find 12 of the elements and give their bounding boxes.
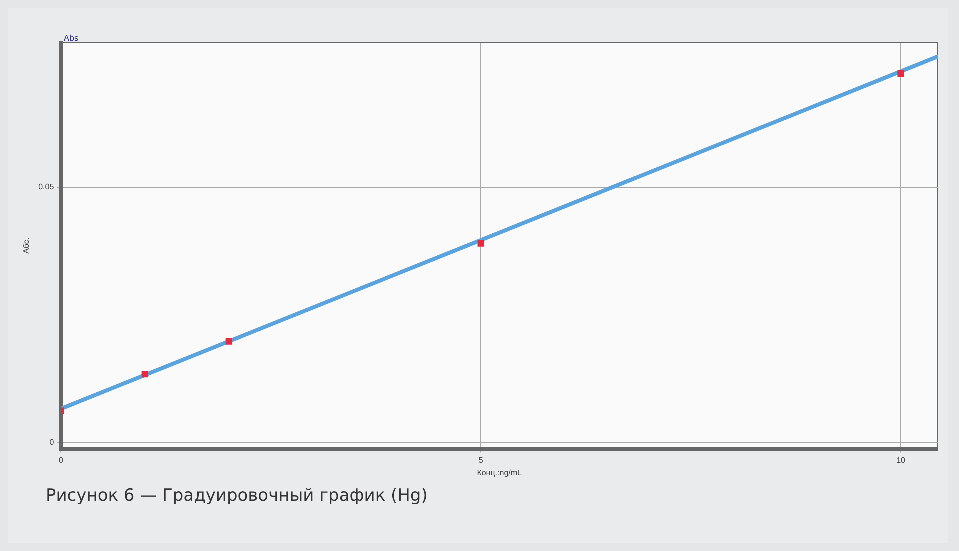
point xyxy=(478,240,484,247)
y-axis-title: Абс. xyxy=(22,238,32,254)
point xyxy=(226,338,232,345)
x-tick-label: 10 xyxy=(896,456,906,465)
point xyxy=(898,70,904,77)
y-tick-label: 0.05 xyxy=(38,182,55,192)
text: Рисунок 6 — Градуировочный график (Hg) xyxy=(46,486,428,506)
point xyxy=(142,370,148,378)
text: Abs xyxy=(64,34,79,43)
x-tick-label: 5 xyxy=(478,456,484,465)
x-tick-label: 0 xyxy=(58,456,64,465)
x-axis-title: Конц.:ng/mL xyxy=(477,468,523,478)
